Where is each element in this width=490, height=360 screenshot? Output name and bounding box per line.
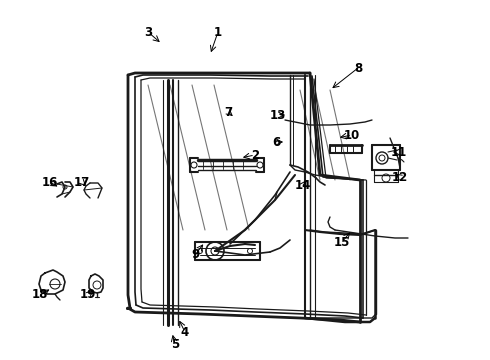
- Text: 8: 8: [354, 62, 362, 75]
- Text: 10: 10: [344, 129, 360, 141]
- Text: 2: 2: [251, 149, 259, 162]
- Text: 15: 15: [334, 235, 350, 248]
- Text: 3: 3: [144, 26, 152, 39]
- Text: 7: 7: [224, 105, 232, 118]
- Text: 12: 12: [392, 171, 408, 184]
- Text: 4: 4: [181, 325, 189, 338]
- Text: 18: 18: [32, 288, 48, 302]
- Text: 1: 1: [214, 26, 222, 39]
- Text: 13: 13: [270, 108, 286, 122]
- Text: 9: 9: [191, 248, 199, 261]
- Text: 11: 11: [391, 145, 407, 158]
- Text: 17: 17: [74, 176, 90, 189]
- Text: 14: 14: [295, 179, 311, 192]
- Text: 5: 5: [171, 338, 179, 351]
- Text: 6: 6: [272, 135, 280, 149]
- Text: 16: 16: [42, 176, 58, 189]
- Text: 19: 19: [80, 288, 96, 302]
